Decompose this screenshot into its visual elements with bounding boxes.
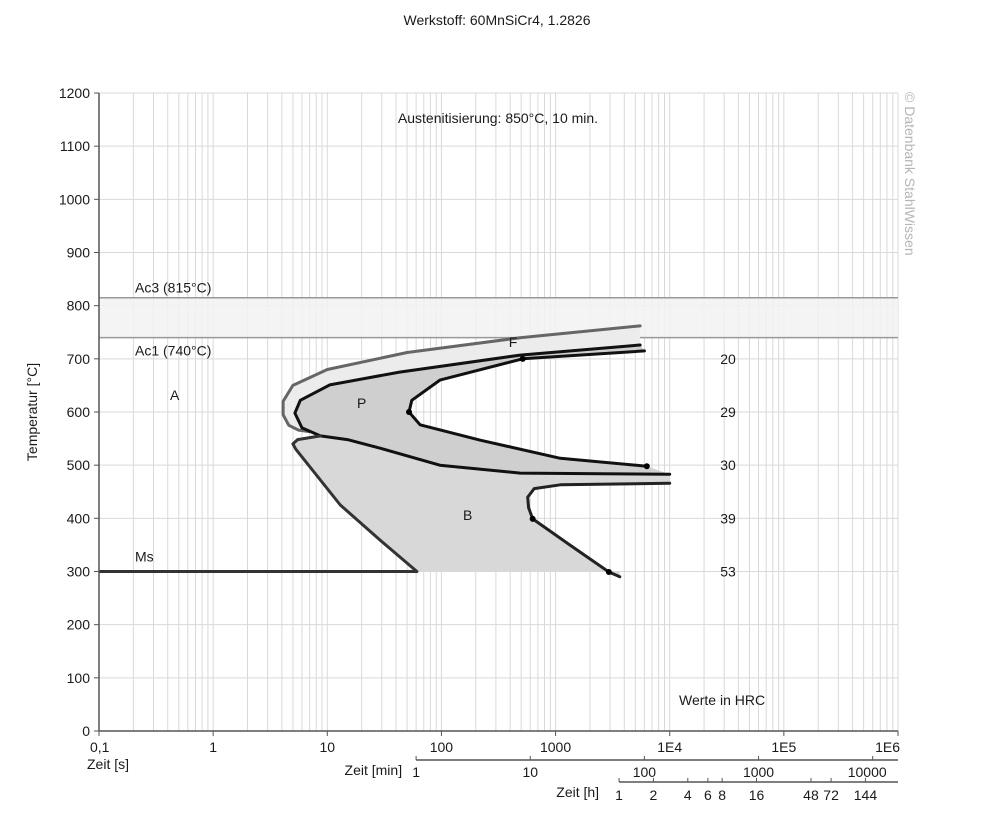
- ac-band: [99, 296, 898, 339]
- curve-marker: [605, 569, 612, 576]
- minutes-tick-label: 10: [522, 764, 538, 780]
- x-tick-label: 0,1: [90, 739, 110, 755]
- hardness-value: 30: [720, 457, 736, 473]
- bainite-start-curve: [291, 434, 419, 573]
- ac3-label: Ac3 (815°C): [135, 280, 211, 296]
- y-tick-label: 300: [67, 564, 91, 580]
- bainite-finish-curve: [526, 481, 672, 579]
- hours-tick-label: 1: [615, 787, 623, 803]
- y-tick-label: 1000: [59, 191, 90, 207]
- region-label-f: F: [509, 334, 518, 350]
- y-tick-label: 600: [67, 404, 91, 420]
- region-label-p: P: [357, 395, 366, 411]
- curve-marker: [519, 355, 526, 362]
- x-tick-label: 1E4: [657, 739, 682, 755]
- x-tick-label: 10: [319, 739, 335, 755]
- x-axis-label: Zeit [s]: [87, 756, 129, 772]
- hours-tick-label: 72: [823, 787, 839, 803]
- curve-marker: [406, 409, 413, 415]
- hardness-value: 29: [720, 404, 736, 420]
- x-tick-label: 1E5: [771, 739, 796, 755]
- minutes-axis-label: Zeit [min]: [345, 762, 403, 778]
- y-tick-label: 500: [67, 457, 91, 473]
- curves: [99, 324, 672, 579]
- x-tick-label: 100: [430, 739, 454, 755]
- y-tick-label: 0: [82, 723, 90, 739]
- x-tick-label: 1: [209, 739, 217, 755]
- y-tick-label: 1100: [60, 138, 90, 154]
- region-label-b: B: [463, 507, 472, 523]
- curve-marker: [529, 515, 536, 522]
- hours-tick-label: 4: [684, 787, 692, 803]
- y-tick-label: 400: [67, 510, 91, 526]
- ac-band-fill: [99, 297, 898, 338]
- watermark: © Datenbank StahlWissen: [902, 92, 918, 256]
- x-tick-label: 1E6: [875, 739, 900, 755]
- labels: Ac3 (815°C) Ac1 (740°C) Ms A P F B 20 29 30 39 53: [135, 280, 736, 580]
- hours-tick-label: 144: [854, 787, 878, 803]
- y-tick-label: 1200: [59, 85, 90, 101]
- y-tick-label: 100: [67, 670, 91, 686]
- hours-axis-label: Zeit [h]: [556, 784, 599, 800]
- hardness-value: 20: [720, 351, 736, 367]
- phase-regions: [283, 325, 670, 577]
- region-label-a: A: [170, 387, 180, 403]
- y-tick-label: 900: [67, 245, 91, 261]
- minutes-tick-label: 1: [412, 764, 420, 780]
- hardness-value: 53: [720, 564, 736, 580]
- hardness-caption: Werte in HRC: [679, 692, 765, 708]
- hours-tick-label: 16: [749, 787, 765, 803]
- subtitle: Austenitisierung: 850°C, 10 min.: [398, 110, 598, 126]
- minutes-tick-label: 100: [633, 764, 657, 780]
- hours-tick-label: 48: [803, 787, 819, 803]
- pearlite-region: [294, 345, 670, 475]
- hours-tick-label: 6: [704, 787, 712, 803]
- hours-tick-label: 8: [718, 787, 726, 803]
- x-tick-label: 1000: [540, 739, 571, 755]
- y-tick-label: 700: [67, 351, 91, 367]
- bainite-region: [292, 435, 670, 577]
- ferrite-region: [283, 325, 641, 436]
- ferrite-start-curve: [281, 324, 642, 434]
- chart-title: Werkstoff: 60MnSiCr4, 1.2826: [403, 12, 590, 28]
- grid: [98, 92, 899, 732]
- y-tick-label: 200: [67, 617, 91, 633]
- hardness-value: 39: [720, 510, 736, 526]
- axes: 0100200300400500600700800900100011001200…: [59, 85, 900, 803]
- y-tick-label: 800: [67, 298, 91, 314]
- pearlite-start-curve: [293, 343, 672, 476]
- ms-label: Ms: [135, 549, 154, 565]
- hours-tick-label: 2: [650, 787, 658, 803]
- minutes-tick-label: 1000: [743, 764, 774, 780]
- curve-marker: [643, 463, 650, 470]
- minutes-tick-label: 10000: [848, 764, 887, 780]
- ac1-label: Ac1 (740°C): [135, 343, 211, 359]
- y-axis-label: Temperatur [°C]: [24, 363, 40, 461]
